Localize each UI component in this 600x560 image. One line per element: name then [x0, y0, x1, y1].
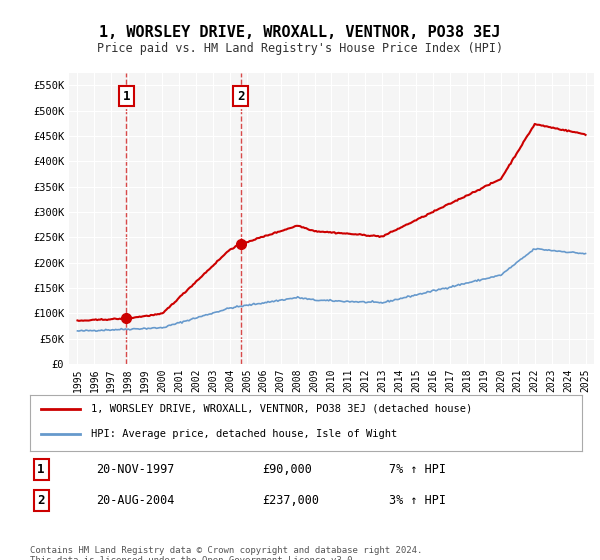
- Text: Price paid vs. HM Land Registry's House Price Index (HPI): Price paid vs. HM Land Registry's House …: [97, 42, 503, 55]
- Text: £237,000: £237,000: [262, 494, 319, 507]
- Text: 1, WORSLEY DRIVE, WROXALL, VENTNOR, PO38 3EJ: 1, WORSLEY DRIVE, WROXALL, VENTNOR, PO38…: [99, 25, 501, 40]
- Text: HPI: Average price, detached house, Isle of Wight: HPI: Average price, detached house, Isle…: [91, 429, 397, 439]
- Text: 20-AUG-2004: 20-AUG-2004: [96, 494, 175, 507]
- Text: 1: 1: [122, 90, 130, 102]
- Text: £90,000: £90,000: [262, 463, 312, 476]
- Text: 7% ↑ HPI: 7% ↑ HPI: [389, 463, 446, 476]
- Text: Contains HM Land Registry data © Crown copyright and database right 2024.
This d: Contains HM Land Registry data © Crown c…: [30, 546, 422, 560]
- Text: 1: 1: [37, 463, 45, 476]
- Text: 2: 2: [237, 90, 244, 102]
- Text: 3% ↑ HPI: 3% ↑ HPI: [389, 494, 446, 507]
- Text: 1, WORSLEY DRIVE, WROXALL, VENTNOR, PO38 3EJ (detached house): 1, WORSLEY DRIVE, WROXALL, VENTNOR, PO38…: [91, 404, 472, 414]
- Text: 2: 2: [37, 494, 45, 507]
- Text: 20-NOV-1997: 20-NOV-1997: [96, 463, 175, 476]
